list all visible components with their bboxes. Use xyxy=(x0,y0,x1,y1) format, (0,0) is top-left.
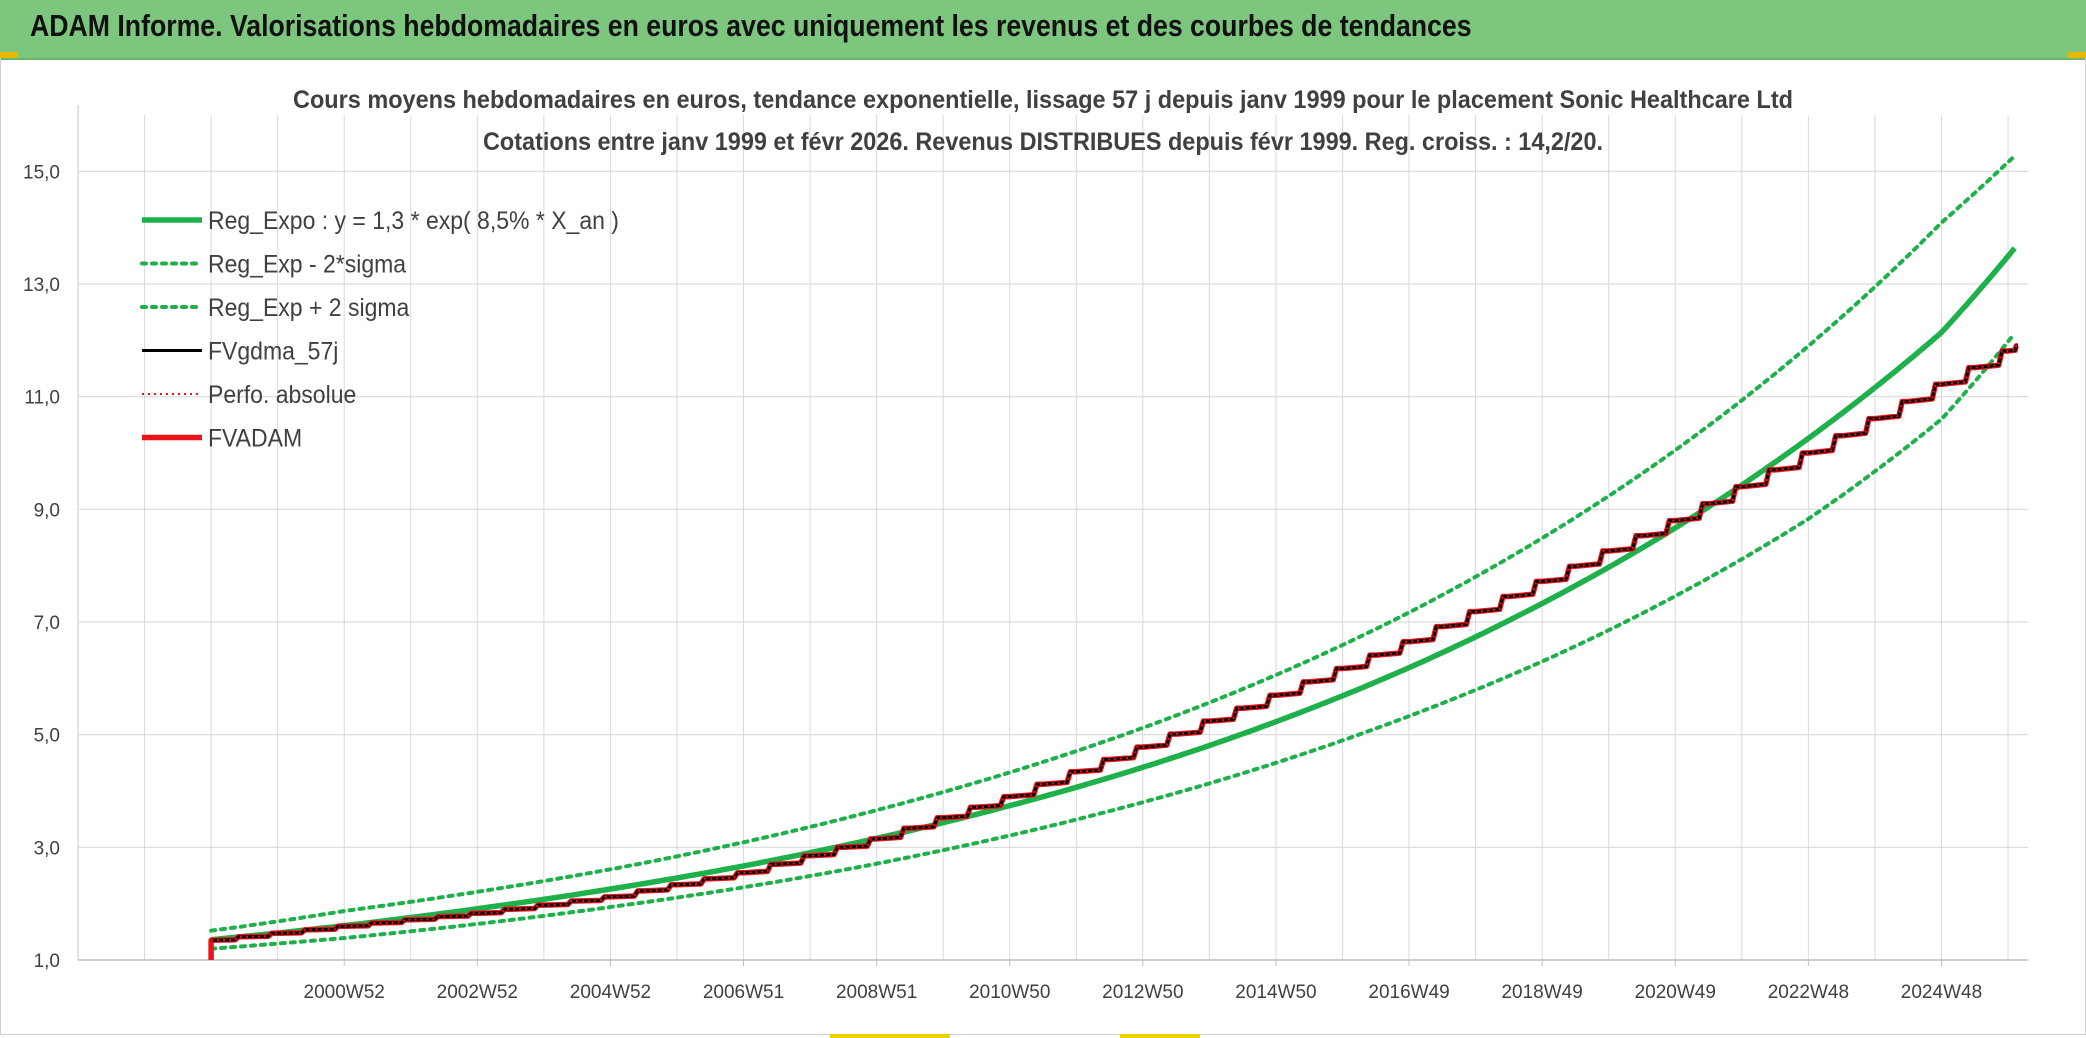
x-tick-label: 2012W50 xyxy=(1102,982,1183,1003)
x-tick-label: 2020W49 xyxy=(1635,982,1716,1003)
x-tick-label: 2008W51 xyxy=(836,982,917,1003)
legend: Reg_Expo : y = 1,3 * exp( 8,5% * X_an ) R… xyxy=(140,207,619,453)
chart-title: Cours moyens hebdomadaires en euros, ten… xyxy=(293,86,1793,114)
series-line-solid-black xyxy=(211,344,2018,942)
x-tick-label: 2010W50 xyxy=(969,982,1050,1003)
legend-label: Reg_Expo : y = 1,3 * exp( 8,5% * X_an ) xyxy=(208,207,619,235)
bottom-accent-bar xyxy=(1120,1034,1200,1038)
y-tick-label: 9,0 xyxy=(34,500,60,521)
y-axis-ticks: 15,0 13,0 11,0 9,0 7,0 5,0 3,0 1,0 xyxy=(23,162,60,972)
series-line-solid-thick xyxy=(210,246,2017,943)
y-tick-label: 1,0 xyxy=(34,951,60,972)
series-line-step-red xyxy=(208,343,2019,960)
x-tick-label: 2018W49 xyxy=(1501,982,1582,1003)
chart-subtitle: Cotations entre janv 1999 et févr 2026. … xyxy=(483,128,1603,156)
y-tick-label: 11,0 xyxy=(24,388,60,409)
x-axis-ticks: 2000W52 2002W52 2004W52 2006W51 2008W51 2010W… xyxy=(304,960,1982,1003)
x-tick-label: 2022W48 xyxy=(1768,982,1849,1003)
series-layer xyxy=(208,153,2019,960)
y-tick-label: 7,0 xyxy=(34,613,60,634)
x-tick-label: 2002W52 xyxy=(437,982,518,1003)
grid-layer xyxy=(77,105,2028,961)
x-tick-label: 2004W52 xyxy=(570,982,651,1003)
x-tick-label: 2000W52 xyxy=(304,982,385,1003)
series-line-dotted xyxy=(209,331,2017,951)
series-line-dotted-red xyxy=(211,345,2018,942)
legend-label: FVgdma_57j xyxy=(208,338,338,366)
bottom-accent-bar xyxy=(830,1034,950,1038)
y-tick-label: 13,0 xyxy=(23,275,60,296)
x-tick-label: 2006W51 xyxy=(703,982,784,1003)
x-tick-label: 2024W48 xyxy=(1901,982,1982,1003)
y-tick-label: 3,0 xyxy=(34,838,60,859)
report-title: ADAM Informe. Valorisations hebdomadaire… xyxy=(30,8,1472,43)
series-line-dotted xyxy=(209,153,2017,933)
legend-label: FVADAM xyxy=(208,425,302,453)
report-banner: ADAM Informe. Valorisations hebdomadaire… xyxy=(0,0,2086,60)
y-tick-label: 5,0 xyxy=(34,726,60,747)
corner-marker-right xyxy=(2068,52,2086,58)
legend-label: Perfo. absolue xyxy=(208,381,356,409)
x-tick-label: 2016W49 xyxy=(1368,982,1449,1003)
y-tick-label: 15,0 xyxy=(23,162,60,183)
legend-label: Reg_Exp + 2 sigma xyxy=(208,294,410,322)
corner-marker-left xyxy=(0,52,18,58)
x-tick-label: 2014W50 xyxy=(1235,982,1316,1003)
legend-label: Reg_Exp - 2*sigma xyxy=(208,251,407,279)
